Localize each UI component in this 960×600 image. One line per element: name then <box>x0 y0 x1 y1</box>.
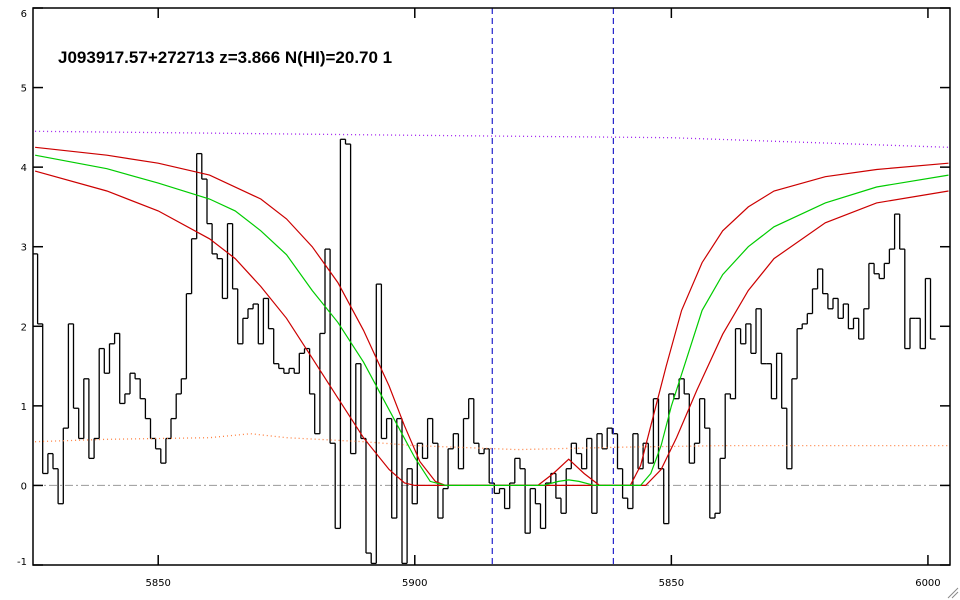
chart-title: J093917.57+272713 z=3.866 N(HI)=20.70 1 <box>58 48 392 67</box>
model-curve <box>34 170 949 486</box>
y-tick-label: 6 <box>21 9 27 20</box>
step-connector <box>36 139 932 564</box>
x-tick-label: 5850 <box>145 578 170 589</box>
x-tick-label: 6000 <box>915 578 940 589</box>
resize-grip <box>951 591 959 599</box>
y-tick-label: -1 <box>17 557 27 568</box>
y-tick-label: 4 <box>21 163 27 174</box>
corner-icon <box>947 587 959 599</box>
plot-area <box>33 8 950 565</box>
dotted-curve <box>35 130 949 148</box>
plot-frame <box>32 7 951 566</box>
y-tick-label: 0 <box>21 481 27 492</box>
x-tick-label: 5850 <box>659 578 684 589</box>
resize-grip <box>947 587 959 599</box>
y-tick-label: 1 <box>21 402 27 413</box>
y-tick-label: 2 <box>21 322 27 333</box>
x-tick-label: 5900 <box>402 578 427 589</box>
y-tick-label: 3 <box>21 243 27 254</box>
model-curve <box>35 146 949 486</box>
model-curve <box>34 154 949 486</box>
y-tick-label: 5 <box>21 84 27 95</box>
